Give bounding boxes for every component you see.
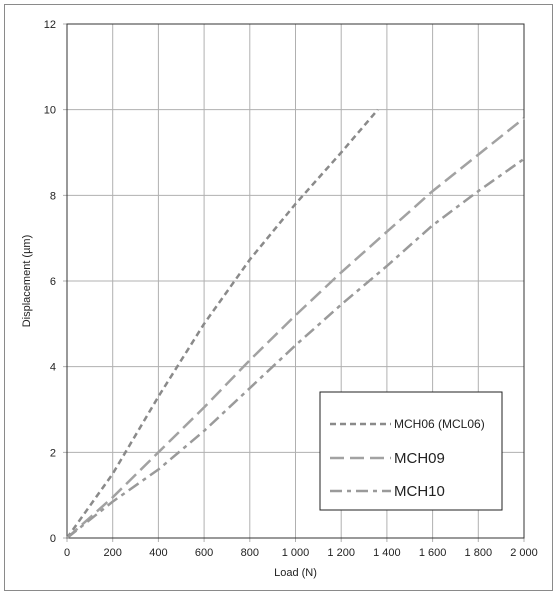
x-tick-label: 1 000: [282, 547, 310, 559]
legend-label-mch10: MCH10: [394, 483, 445, 500]
chart-frame: [4, 4, 553, 591]
series-line-mch10: [66, 157, 525, 539]
tick-labels: 0 200 400 600 800 1 000 1 200 1 400 1 600 1 800 2 …: [44, 19, 538, 559]
y-tick-label: 0: [50, 533, 56, 545]
x-tick-label: 400: [149, 547, 167, 559]
series-line-mch06: [65, 108, 379, 539]
x-tick-label: 0: [64, 547, 70, 559]
legend: MCH06 (MCL06) MCH09 MCH10: [319, 391, 503, 511]
series-line-mch09: [66, 117, 525, 539]
x-tick-label: 600: [195, 547, 213, 559]
y-tick-label: 4: [50, 362, 56, 374]
legend-label-mch09: MCH09: [394, 450, 445, 467]
series-group: [65, 108, 525, 539]
x-tick-label: 800: [241, 547, 259, 559]
x-axis-title: Load (N): [274, 567, 317, 579]
x-tick-label: 1 200: [327, 547, 355, 559]
y-tick-label: 10: [44, 105, 56, 117]
y-tick-label: 6: [50, 276, 56, 288]
x-tick-label: 1 600: [419, 547, 447, 559]
x-tick-label: 1 800: [465, 547, 493, 559]
y-tick-label: 8: [50, 190, 56, 202]
y-axis-title: Displacement (µm): [21, 235, 33, 328]
legend-label-mch06: MCH06 (MCL06): [394, 417, 485, 431]
x-tick-label: 200: [104, 547, 122, 559]
y-tick-label: 2: [50, 447, 56, 459]
plot-area-border: [66, 23, 525, 539]
x-tick-label: 1 400: [373, 547, 401, 559]
y-tick-label: 12: [44, 19, 56, 31]
x-tick-label: 2 000: [510, 547, 538, 559]
